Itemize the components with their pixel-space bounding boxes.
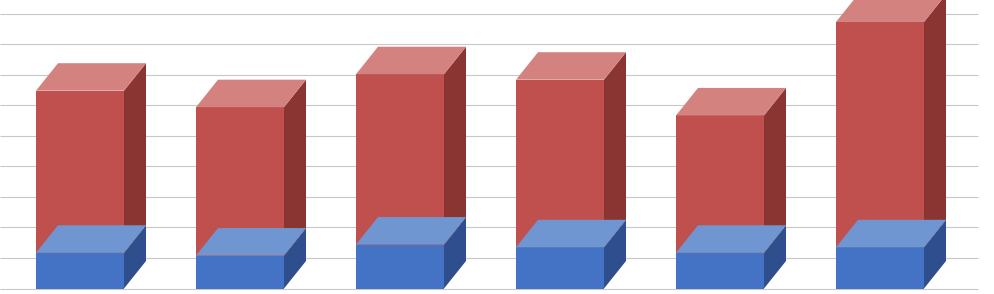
- Polygon shape: [36, 91, 124, 253]
- Polygon shape: [836, 247, 924, 288]
- Polygon shape: [604, 220, 626, 288]
- Polygon shape: [196, 255, 284, 288]
- Polygon shape: [604, 52, 626, 247]
- Polygon shape: [356, 47, 466, 74]
- Polygon shape: [676, 253, 764, 288]
- Polygon shape: [516, 247, 604, 288]
- Polygon shape: [836, 0, 946, 22]
- Polygon shape: [516, 52, 626, 80]
- Polygon shape: [356, 217, 466, 245]
- Polygon shape: [36, 225, 146, 253]
- Polygon shape: [356, 245, 444, 288]
- Polygon shape: [356, 74, 444, 245]
- Polygon shape: [36, 63, 146, 91]
- Polygon shape: [676, 225, 786, 253]
- Polygon shape: [764, 225, 786, 288]
- Polygon shape: [36, 253, 124, 288]
- Polygon shape: [444, 47, 466, 245]
- Polygon shape: [836, 22, 924, 247]
- Polygon shape: [284, 80, 306, 255]
- Polygon shape: [924, 220, 946, 288]
- Polygon shape: [676, 88, 786, 116]
- Polygon shape: [924, 0, 946, 247]
- Polygon shape: [196, 80, 306, 107]
- Polygon shape: [764, 88, 786, 253]
- Polygon shape: [124, 63, 146, 253]
- Polygon shape: [516, 220, 626, 247]
- Polygon shape: [676, 116, 764, 253]
- Polygon shape: [124, 225, 146, 288]
- Polygon shape: [836, 220, 946, 247]
- Polygon shape: [516, 80, 604, 247]
- Polygon shape: [444, 217, 466, 288]
- Polygon shape: [196, 107, 284, 255]
- Polygon shape: [196, 228, 306, 255]
- Polygon shape: [284, 228, 306, 288]
